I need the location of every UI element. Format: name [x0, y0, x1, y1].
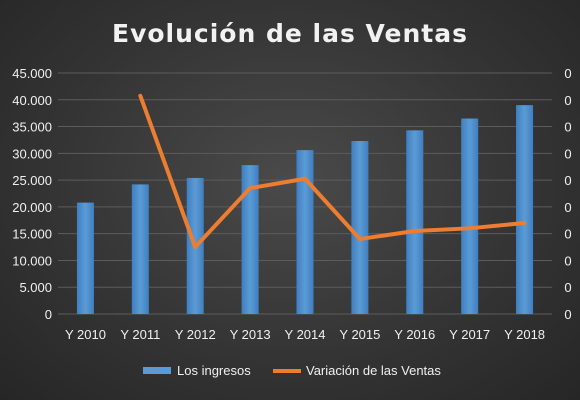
y-right-tick-label: 0 [564, 200, 571, 215]
left-axis: 0 5.000 10.000 15.000 20.000 25.000 30.000 35.0… [12, 66, 52, 322]
y-right-tick-label: 0 [564, 307, 571, 322]
right-axis: 0 0 0 0 0 0 0 0 0 0 [564, 66, 571, 322]
chart-title: Evolución de las Ventas [112, 19, 468, 48]
y-left-tick-label: 45.000 [12, 66, 52, 81]
x-tick-label: Y 2015 [339, 327, 380, 342]
y-right-tick-label: 0 [564, 280, 571, 295]
x-tick-label: Y 2011 [120, 327, 160, 342]
bar [461, 118, 479, 315]
y-left-tick-label: 15.000 [12, 227, 52, 242]
bar [131, 184, 149, 314]
y-right-tick-label: 0 [564, 146, 571, 161]
line-series [138, 93, 527, 250]
y-left-tick-label: 0 [45, 307, 52, 322]
line-series-path [138, 93, 527, 250]
y-right-tick-label: 0 [564, 93, 571, 108]
y-right-tick-label: 0 [564, 120, 571, 135]
y-left-tick-label: 20.000 [12, 200, 52, 215]
legend: Los ingresos Variación de las Ventas [143, 363, 441, 378]
y-left-tick-label: 35.000 [12, 120, 52, 135]
bar [406, 130, 424, 314]
bar [351, 141, 369, 314]
y-left-tick-label: 30.000 [12, 146, 52, 161]
x-tick-label: Y 2012 [175, 327, 216, 342]
legend-swatch-bars [143, 367, 171, 374]
bar-series [76, 105, 534, 315]
bar [516, 105, 534, 314]
bar [296, 150, 314, 314]
x-tick-label: Y 2016 [394, 327, 435, 342]
x-tick-label: Y 2013 [230, 327, 271, 342]
y-right-tick-label: 0 [564, 227, 571, 242]
legend-label-bars: Los ingresos [177, 363, 251, 378]
y-right-tick-label: 0 [564, 173, 571, 188]
bar [241, 165, 259, 314]
x-tick-label: Y 2018 [504, 327, 545, 342]
x-tick-label: Y 2017 [449, 327, 490, 342]
x-tick-label: Y 2010 [65, 327, 106, 342]
bar [76, 202, 94, 314]
y-left-tick-label: 10.000 [12, 253, 52, 268]
legend-label-line: Variación de las Ventas [306, 363, 441, 378]
y-right-tick-label: 0 [564, 253, 571, 268]
y-left-tick-label: 25.000 [12, 173, 52, 188]
x-tick-label: Y 2014 [285, 327, 326, 342]
y-right-tick-label: 0 [564, 66, 571, 81]
y-left-tick-label: 40.000 [12, 93, 52, 108]
y-left-tick-label: 5.000 [19, 280, 52, 295]
x-axis: Y 2010 Y 2011 Y 2012 Y 2013 Y 2014 Y 2015 Y 20… [65, 327, 545, 342]
